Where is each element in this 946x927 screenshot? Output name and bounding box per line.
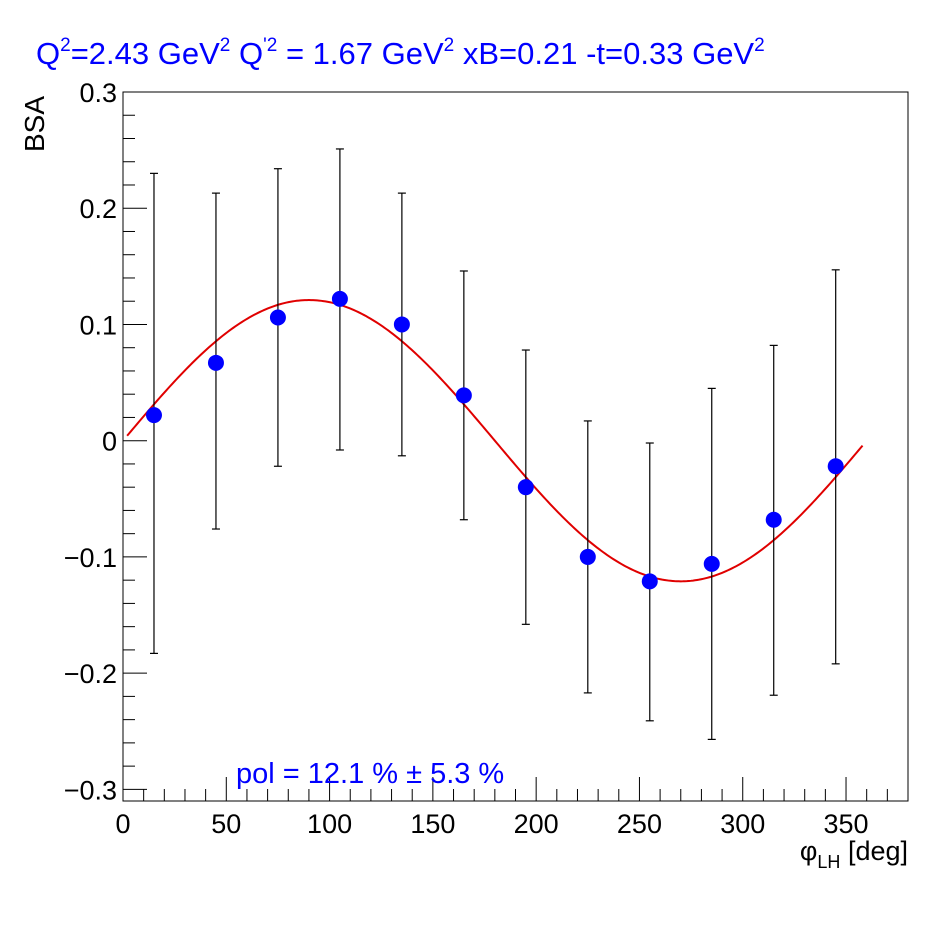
fit-curve <box>126 299 864 583</box>
data-point <box>145 407 162 424</box>
x-tick-label: 350 <box>823 809 868 839</box>
y-tick-label: 0.3 <box>79 78 117 108</box>
x-tick-label: 0 <box>115 809 130 839</box>
axis-ticks: 0 50 100 150 200 250 300 350 −0.3 −0.2 −0.1 0 0.1 0.2… <box>64 78 909 839</box>
data-point <box>269 309 286 326</box>
x-tick-label: 150 <box>410 809 455 839</box>
plot-frame <box>122 91 909 802</box>
data-point <box>393 316 410 333</box>
error-bars <box>149 148 840 740</box>
chart-title: Q2=2.43 GeV2 Q'2 = 1.67 GeV2 xB=0.21 -t=… <box>36 35 765 71</box>
x-axis-subscript: LH <box>817 852 840 872</box>
x-tick-label: 50 <box>211 809 241 839</box>
x-tick-label: 250 <box>617 809 662 839</box>
x-axis-unit: [deg] <box>848 836 908 866</box>
y-tick-label: 0.2 <box>79 194 117 224</box>
data-point <box>455 387 472 404</box>
y-axis-label: BSA <box>19 96 50 152</box>
phi-symbol: φ <box>800 836 818 866</box>
data-point <box>641 573 658 590</box>
x-tick-label: 200 <box>514 809 559 839</box>
data-point <box>579 548 596 565</box>
data-point <box>207 354 224 371</box>
polarization-annotation: pol = 12.1 % ± 5.3 % <box>236 758 504 790</box>
x-axis-label: φLH [deg] <box>800 836 908 872</box>
data-point <box>331 290 348 307</box>
x-tick-label: 100 <box>307 809 352 839</box>
y-tick-label: −0.1 <box>64 543 117 573</box>
y-tick-label: 0 <box>102 427 117 457</box>
y-tick-label: 0.1 <box>79 310 117 340</box>
data-point <box>703 555 720 572</box>
y-tick-label: −0.2 <box>64 659 117 689</box>
fit-curve-group <box>126 299 864 583</box>
x-tick-label: 300 <box>720 809 765 839</box>
data-point <box>517 479 534 496</box>
data-points <box>145 290 844 590</box>
data-point <box>765 511 782 528</box>
data-point <box>827 458 844 475</box>
y-tick-label: −0.3 <box>64 775 117 805</box>
